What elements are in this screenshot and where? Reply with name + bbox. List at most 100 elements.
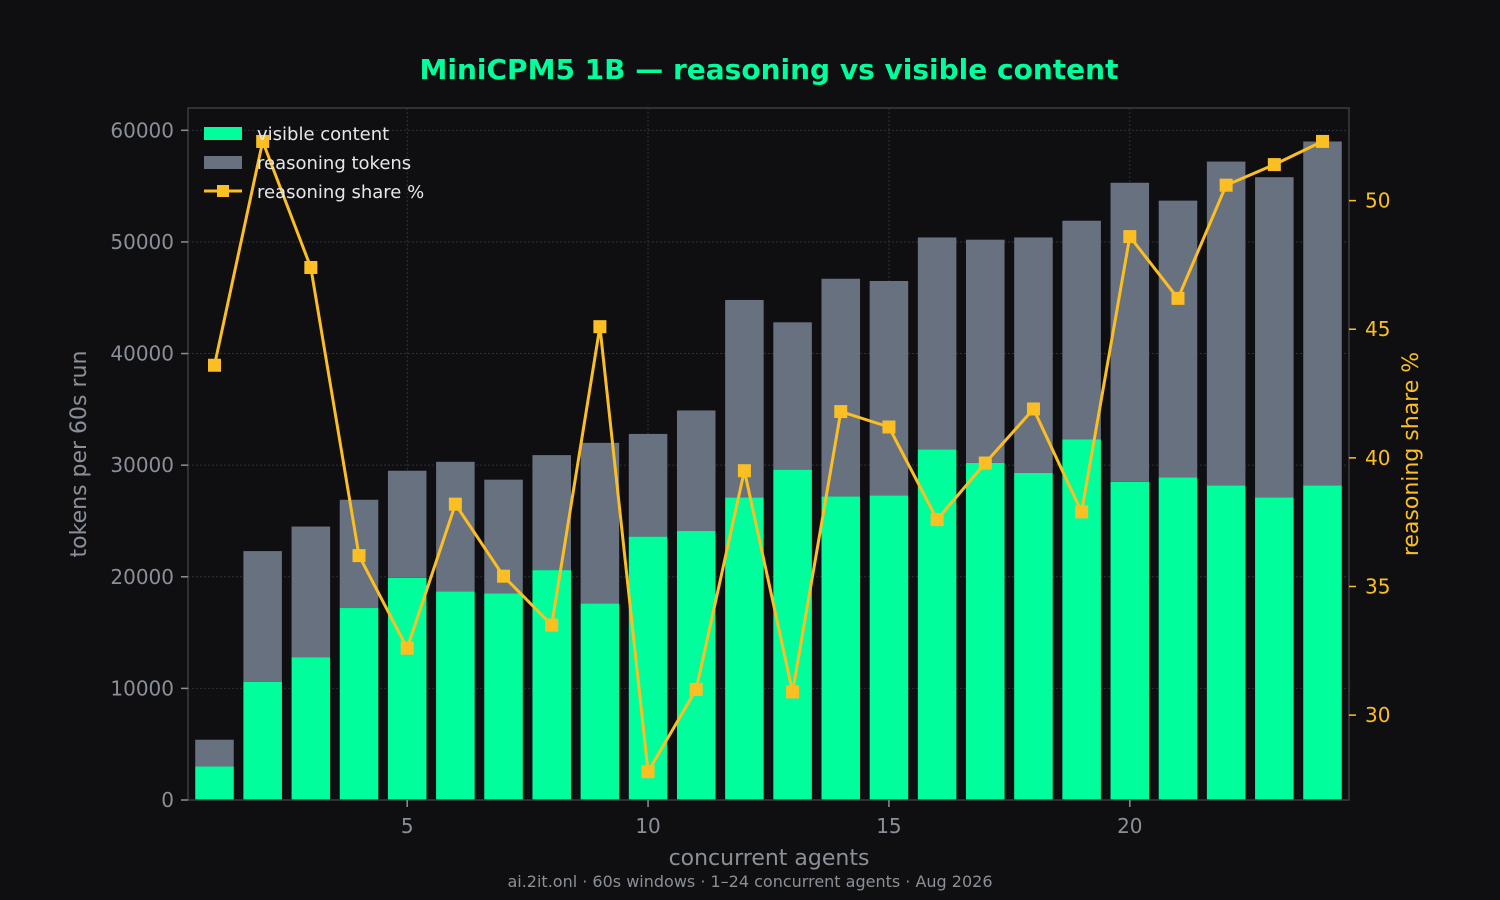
bar-reasoning-tokens bbox=[1158, 200, 1198, 478]
y2-tick-label: 35 bbox=[1365, 574, 1390, 598]
legend-label-reasoning-share: reasoning share % bbox=[257, 182, 424, 203]
x-axis-title: concurrent agents bbox=[669, 846, 870, 871]
bar-visible-content bbox=[1255, 497, 1294, 800]
x-tick-label: 10 bbox=[635, 814, 660, 838]
bar-visible-content bbox=[821, 496, 861, 800]
bar-reasoning-tokens bbox=[773, 322, 812, 470]
bar-visible-content bbox=[339, 608, 379, 800]
point-reasoning-share bbox=[1171, 291, 1185, 305]
legend: visible content reasoning tokens reasoning… bbox=[204, 124, 424, 203]
bar-visible-content bbox=[869, 495, 909, 800]
y-axis-title: tokens per 60s run bbox=[67, 351, 92, 558]
bar-reasoning-tokens bbox=[1206, 161, 1246, 486]
plot-frame bbox=[187, 107, 1350, 801]
y-tick-label: 60000 bbox=[110, 118, 174, 142]
point-reasoning-share bbox=[882, 420, 896, 434]
bar-reasoning-tokens bbox=[966, 239, 1005, 463]
y2-tick-label: 45 bbox=[1365, 317, 1390, 341]
bar-visible-content bbox=[195, 766, 234, 800]
bar-visible-content bbox=[484, 593, 523, 800]
bar-reasoning-tokens bbox=[917, 237, 957, 450]
point-reasoning-share bbox=[786, 685, 800, 699]
point-reasoning-share bbox=[593, 320, 607, 334]
bar-visible-content bbox=[1303, 485, 1342, 800]
x-tick-label: 15 bbox=[876, 814, 901, 838]
x-tick-label: 20 bbox=[1117, 814, 1142, 838]
point-reasoning-share bbox=[448, 497, 462, 511]
point-reasoning-share bbox=[930, 513, 944, 527]
point-reasoning-share bbox=[641, 765, 655, 779]
bar-reasoning-tokens bbox=[1255, 177, 1294, 498]
point-reasoning-share bbox=[737, 464, 751, 478]
bar-reasoning-tokens bbox=[869, 281, 909, 496]
legend-label-visible-content: visible content bbox=[257, 124, 389, 145]
bar-visible-content bbox=[676, 531, 716, 800]
point-reasoning-share bbox=[207, 358, 221, 372]
point-reasoning-share bbox=[497, 569, 511, 583]
point-reasoning-share bbox=[1123, 230, 1137, 244]
bar-reasoning-tokens bbox=[1062, 220, 1101, 440]
point-reasoning-share bbox=[1267, 158, 1281, 172]
point-reasoning-share bbox=[1219, 178, 1233, 192]
footnote: ai.2it.onl · 60s windows · 1–24 concurre… bbox=[507, 872, 992, 891]
legend-marker-reasoning-share bbox=[217, 185, 229, 197]
bar-reasoning-tokens bbox=[532, 455, 571, 571]
bar-reasoning-tokens bbox=[291, 526, 331, 658]
bar-visible-content bbox=[243, 681, 282, 800]
y-tick-label: 40000 bbox=[110, 342, 174, 366]
x-tick-label: 5 bbox=[401, 814, 414, 838]
bar-reasoning-tokens bbox=[1303, 141, 1342, 486]
y-tick-label: 30000 bbox=[110, 453, 174, 477]
bar-visible-content bbox=[1014, 472, 1053, 800]
point-reasoning-share bbox=[256, 134, 270, 148]
point-reasoning-share bbox=[689, 682, 703, 696]
bar-visible-content bbox=[532, 570, 571, 800]
point-reasoning-share bbox=[834, 405, 848, 419]
bar-reasoning-tokens bbox=[628, 433, 668, 537]
bar-reasoning-tokens bbox=[676, 410, 716, 532]
point-reasoning-share bbox=[400, 641, 414, 655]
axes: 0 10000 20000 30000 40000 50000 60000 5 10 15 20 30… bbox=[110, 118, 1390, 838]
point-reasoning-share bbox=[978, 456, 992, 470]
y2-tick-label: 30 bbox=[1365, 703, 1390, 727]
bar-visible-content bbox=[1206, 485, 1246, 800]
legend-swatch-reasoning-tokens bbox=[204, 156, 242, 169]
bar-visible-content bbox=[580, 603, 620, 800]
point-reasoning-share bbox=[1075, 505, 1089, 519]
bar-visible-content bbox=[966, 462, 1005, 800]
point-reasoning-share bbox=[352, 549, 366, 563]
y2-axis-title: reasoning share % bbox=[1399, 352, 1424, 556]
point-reasoning-share bbox=[1026, 402, 1040, 416]
bar-visible-content bbox=[628, 536, 668, 800]
legend-label-reasoning-tokens: reasoning tokens bbox=[257, 153, 411, 174]
bar-reasoning-tokens bbox=[580, 442, 620, 604]
bar-reasoning-tokens bbox=[436, 461, 475, 592]
y2-tick-label: 40 bbox=[1365, 446, 1390, 470]
bar-visible-content bbox=[291, 657, 331, 800]
point-reasoning-share bbox=[1316, 134, 1330, 148]
bar-reasoning-tokens bbox=[821, 278, 861, 497]
bar-visible-content bbox=[1158, 477, 1198, 800]
bar-visible-content bbox=[1110, 481, 1150, 800]
line-reasoning-share bbox=[213, 139, 1324, 774]
point-reasoning-share bbox=[304, 260, 318, 274]
bar-reasoning-tokens bbox=[387, 470, 427, 578]
y-tick-label: 10000 bbox=[110, 676, 174, 700]
y-tick-label: 20000 bbox=[110, 565, 174, 589]
bar-visible-content bbox=[387, 577, 427, 800]
y-tick-label: 50000 bbox=[110, 230, 174, 254]
legend-swatch-visible-content bbox=[204, 127, 242, 140]
y2-tick-label: 50 bbox=[1365, 189, 1390, 213]
bar-reasoning-tokens bbox=[1110, 182, 1150, 482]
bar-visible-content bbox=[917, 449, 957, 800]
bars bbox=[195, 141, 1342, 800]
bar-visible-content bbox=[436, 591, 475, 800]
chart-title: MiniCPM5 1B — reasoning vs visible conte… bbox=[420, 53, 1119, 86]
point-reasoning-share bbox=[545, 618, 559, 632]
bar-reasoning-tokens bbox=[195, 739, 234, 767]
y-tick-label: 0 bbox=[161, 788, 174, 812]
bar-reasoning-tokens bbox=[243, 551, 282, 682]
share-line bbox=[207, 134, 1330, 779]
bar-visible-content bbox=[725, 497, 764, 800]
